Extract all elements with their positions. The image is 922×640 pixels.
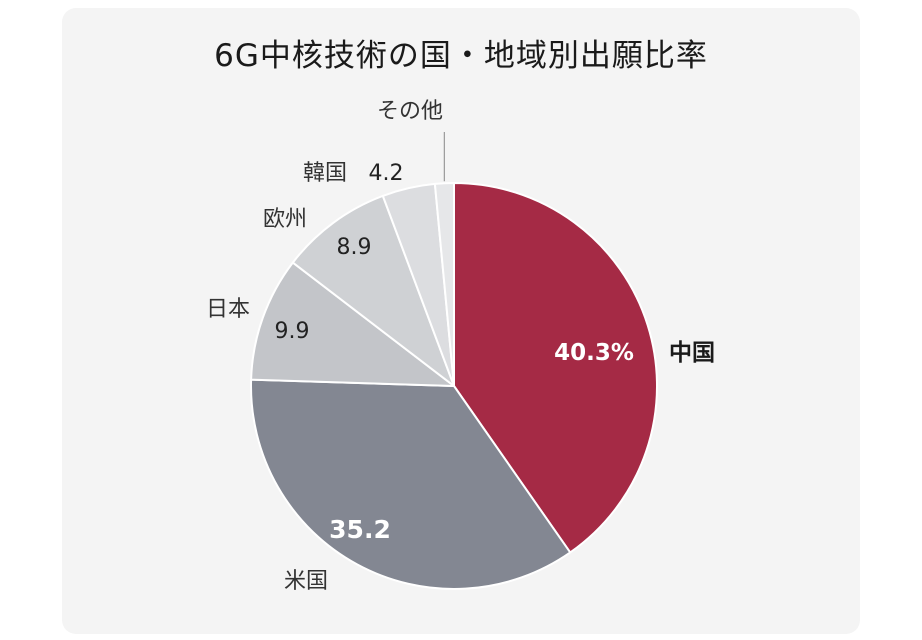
slice-value-label: 8.9 — [337, 235, 372, 260]
slice-category-label: 米国 — [284, 569, 328, 594]
slice-value-label: 35.2 — [329, 515, 391, 544]
slice-value-label: 40.3% — [554, 340, 634, 366]
slice-value-label: 9.9 — [275, 319, 310, 344]
pie-slice — [453, 182, 658, 554]
slice-category-label: 中国 — [669, 340, 715, 366]
pie-labels: 40.3% 中国 35.2米国 9.9 日本 8.9 欧州 4.2 韓国 その他 — [206, 99, 715, 594]
slice-category-label: 欧州 — [263, 207, 307, 232]
slice-category-label: 韓国 — [303, 161, 347, 186]
pie-slices — [250, 182, 658, 590]
slice-category-label: その他 — [377, 99, 443, 124]
pie-slice — [291, 194, 455, 387]
slice-category-label: 日本 — [206, 297, 250, 322]
slice-value-label: 4.2 — [369, 161, 404, 186]
pie-slice — [250, 378, 572, 590]
pie-slice — [433, 182, 455, 387]
pie-slice — [250, 261, 455, 387]
chart-title: 6G中核技術の国・地域別出願比率 — [214, 38, 708, 74]
